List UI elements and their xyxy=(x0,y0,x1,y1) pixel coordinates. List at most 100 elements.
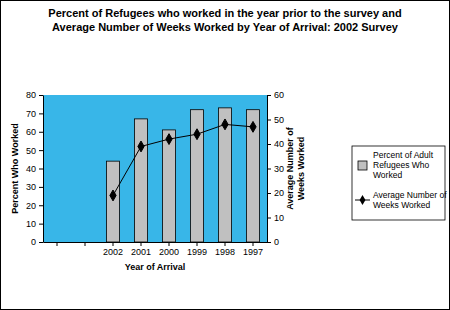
tick: 10 xyxy=(267,213,284,223)
legend-swatch xyxy=(358,161,367,170)
tick: 30 xyxy=(26,182,43,192)
tick-label: 0 xyxy=(274,237,279,247)
marker xyxy=(194,129,200,140)
bar xyxy=(219,108,232,242)
tick-label: 1998 xyxy=(215,247,235,257)
marker xyxy=(222,119,228,130)
title-line: Percent of Refugees who worked in the ye… xyxy=(48,7,401,19)
marker xyxy=(138,141,144,152)
tick-mark xyxy=(39,113,43,114)
tick-label: 50 xyxy=(274,115,284,125)
marker xyxy=(250,121,256,132)
tick: 0 xyxy=(31,237,43,247)
tick-mark xyxy=(113,242,114,246)
y2-axis: 0 10 20 30 40 50 60 xyxy=(267,90,284,247)
tick: 1997 xyxy=(243,242,263,257)
line xyxy=(113,124,253,195)
tick-mark xyxy=(141,242,142,246)
tick-mark xyxy=(197,242,198,246)
tick-label: 1997 xyxy=(243,247,263,257)
marker xyxy=(110,190,116,201)
x-axis-title: Year of Arrival xyxy=(125,262,186,272)
tick-mark xyxy=(225,242,226,246)
tick-label: 70 xyxy=(26,109,36,119)
bar-series xyxy=(107,108,260,242)
legend-line: Refugees Who xyxy=(373,160,429,170)
tick: 60 xyxy=(267,90,284,100)
legend-line: Percent of Adult xyxy=(373,150,434,160)
chart-frame xyxy=(1,1,450,310)
tick: 60 xyxy=(26,127,43,137)
tick: 70 xyxy=(26,109,43,119)
tick-label: 20 xyxy=(274,188,284,198)
tick: 30 xyxy=(267,164,284,174)
tick-label: 10 xyxy=(26,219,36,229)
tick: 1999 xyxy=(187,242,207,257)
legend-label: Percent of AdultRefugees WhoWorked xyxy=(373,150,434,180)
tick-mark xyxy=(39,242,43,243)
tick-label: 30 xyxy=(274,164,284,174)
legend: Percent of AdultRefugees WhoWorked Averag… xyxy=(352,146,447,220)
tick: 2000 xyxy=(159,242,179,257)
tick-mark xyxy=(267,144,271,145)
tick: 2001 xyxy=(131,242,151,257)
tick-label: 50 xyxy=(26,146,36,156)
tick-mark xyxy=(39,150,43,151)
chart-svg: Percent of Refugees who worked in the ye… xyxy=(0,0,450,310)
bar xyxy=(163,130,176,242)
tick-label: 20 xyxy=(26,201,36,211)
tick: 1998 xyxy=(215,242,235,257)
bar xyxy=(135,119,148,242)
tick-label: 2002 xyxy=(103,247,123,257)
tick-mark xyxy=(39,205,43,206)
y-axis: 01020304050607080 xyxy=(26,90,44,247)
tick-label: 10 xyxy=(274,213,284,223)
legend-label: Average Number ofWeeks Worked xyxy=(373,190,447,210)
tick: 20 xyxy=(26,201,43,211)
tick-label: 80 xyxy=(26,90,36,100)
bar xyxy=(247,110,260,242)
bar xyxy=(107,161,120,242)
tick-label: 60 xyxy=(274,90,284,100)
tick xyxy=(57,242,58,246)
tick-label: 2000 xyxy=(159,247,179,257)
tick-mark xyxy=(39,224,43,225)
tick-mark xyxy=(267,218,271,219)
tick-mark xyxy=(57,242,58,246)
title-line: Average Number of Weeks Worked by Year o… xyxy=(52,21,399,33)
legend-box xyxy=(352,146,445,220)
tick-mark xyxy=(267,242,271,243)
tick-mark xyxy=(39,95,43,96)
tick-mark xyxy=(267,95,271,96)
tick-mark xyxy=(253,242,254,246)
y2-axis-title: Average Number ofWeeks Worked xyxy=(285,126,306,210)
plot-marks xyxy=(107,108,260,242)
tick: 40 xyxy=(267,139,284,149)
tick-label: 0 xyxy=(31,237,36,247)
legend-marker xyxy=(360,195,366,205)
legend-line: Weeks Worked xyxy=(373,200,431,210)
y2-title-line: Average Number of xyxy=(285,126,295,210)
tick: 50 xyxy=(26,146,43,156)
tick-label: 2001 xyxy=(131,247,151,257)
tick-mark xyxy=(39,187,43,188)
marker xyxy=(166,134,172,145)
tick-mark xyxy=(267,169,271,170)
tick-mark xyxy=(169,242,170,246)
tick-mark xyxy=(267,120,271,121)
tick: 0 xyxy=(267,237,279,247)
tick: 20 xyxy=(267,188,284,198)
tick: 50 xyxy=(267,115,284,125)
tick-mark xyxy=(39,169,43,170)
axis-line xyxy=(43,96,44,243)
plot-background xyxy=(43,95,267,242)
tick xyxy=(85,242,86,246)
tick-label: 40 xyxy=(274,139,284,149)
tick-mark xyxy=(85,242,86,246)
y-axis-title: Percent Who Worked xyxy=(10,123,20,213)
tick-label: 30 xyxy=(26,182,36,192)
tick-mark xyxy=(39,132,43,133)
line-series xyxy=(110,119,256,201)
y2-title-line: Weeks Worked xyxy=(296,137,306,201)
tick-label: 1999 xyxy=(187,247,207,257)
